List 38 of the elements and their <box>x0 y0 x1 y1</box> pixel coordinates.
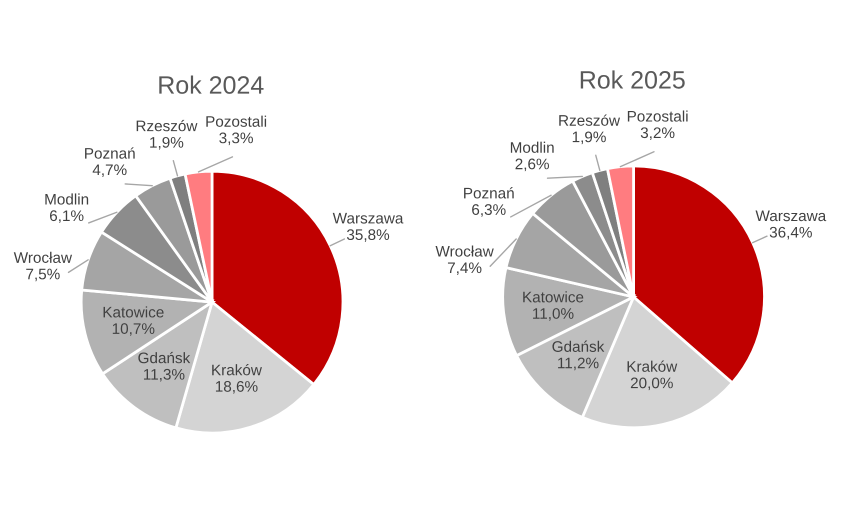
data-label: 1,9% <box>150 136 184 150</box>
slice-label: Pozostali <box>206 116 266 127</box>
data-label: 3,2% <box>640 127 674 140</box>
slice-label: Modlin <box>45 193 88 205</box>
slice-label: Wrocław <box>436 245 494 257</box>
slice-label: Gdańsk <box>138 352 190 364</box>
slice-label: Gdańsk <box>552 340 604 352</box>
slice-label: Rzeszów <box>559 114 620 126</box>
data-label: 11,2% <box>558 358 599 370</box>
data-label: 6,1% <box>50 210 84 223</box>
data-label: 36,4% <box>770 226 812 240</box>
slice-label: Pozostali <box>628 110 688 122</box>
slice-label: Kraków <box>212 364 262 376</box>
data-label: 2,6% <box>516 158 550 172</box>
slice-label: Poznań <box>85 147 135 159</box>
data-label: 35,8% <box>346 229 390 242</box>
data-label: 4,7% <box>92 164 127 177</box>
chart-title: Rok 2024 <box>159 76 264 94</box>
slice-label: Warszawa <box>756 210 826 222</box>
data-label: 3,3% <box>219 132 253 146</box>
data-label: 6,3% <box>472 204 506 217</box>
slice-label: Modlin <box>510 142 554 153</box>
data-label: 1,9% <box>572 131 606 144</box>
slice-label: Kraków <box>628 360 678 372</box>
data-label: 11,0% <box>533 308 574 321</box>
slice-label: Poznań <box>464 187 514 199</box>
data-label: 7,5% <box>26 268 60 282</box>
slice-label: Wrocław <box>14 252 72 263</box>
slice-label: Katowice <box>104 306 164 318</box>
chart-title: Rok 2025 <box>580 70 685 89</box>
data-label: 18,6% <box>216 381 258 394</box>
data-label: 11,3% <box>144 368 184 382</box>
data-label: 7,4% <box>448 262 482 275</box>
data-label: 10,7% <box>112 323 154 336</box>
slice-label: Rzeszów <box>136 120 198 132</box>
slice-label: Warszawa <box>332 212 404 224</box>
slice-label: Katowice <box>523 291 584 302</box>
data-label: 20,0% <box>630 378 673 390</box>
